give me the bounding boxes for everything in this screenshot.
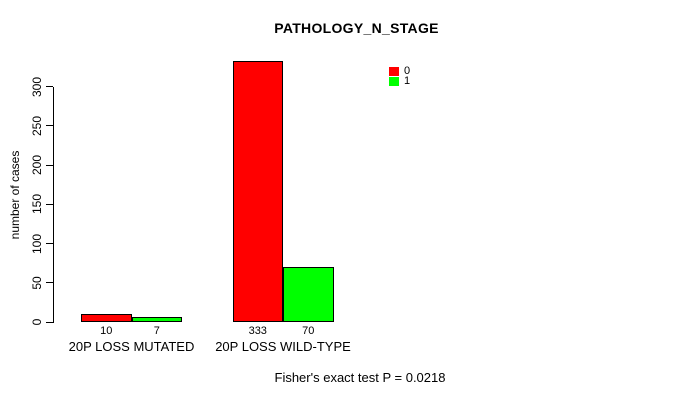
bar-value-label: 333: [248, 325, 267, 337]
y-tick-label: 200: [30, 154, 44, 176]
category-label: 20P LOSS WILD-TYPE: [215, 339, 351, 354]
bar-1: [131, 316, 182, 322]
legend-swatch-green: [389, 76, 399, 86]
legend: 0 1: [389, 65, 411, 87]
bar-1: [283, 267, 334, 322]
y-tick-label: 250: [30, 115, 44, 136]
bar-value-label: 10: [100, 325, 113, 337]
y-tick-label: 300: [30, 76, 44, 97]
annotation-text: Fisher's exact test P = 0.0218: [274, 370, 446, 385]
y-tick-mark: [46, 282, 53, 284]
y-tick-label: 100: [30, 233, 44, 254]
y-tick-mark: [46, 164, 53, 166]
y-tick-mark: [46, 86, 53, 87]
bar-0: [232, 60, 283, 322]
bar-value-label: 7: [153, 325, 160, 337]
y-tick-label: 0: [30, 318, 44, 326]
legend-entry: 0: [389, 65, 411, 77]
chart-title: PATHOLOGY_N_STAGE: [274, 20, 439, 36]
y-tick-label: 150: [30, 194, 44, 215]
y-tick-label: 50: [30, 276, 44, 290]
bar-value-label: 70: [302, 325, 315, 337]
y-tick-mark: [46, 321, 53, 323]
legend-label: 1: [404, 75, 411, 87]
y-axis-line: [53, 86, 54, 323]
legend-swatch-red: [389, 66, 399, 76]
legend-entry: 1: [389, 75, 411, 87]
y-tick-mark: [46, 203, 53, 205]
y-tick-mark: [46, 125, 53, 127]
legend-label: 0: [404, 65, 411, 77]
y-tick-mark: [46, 243, 53, 244]
category-label: 20P LOSS MUTATED: [68, 339, 195, 354]
bar-0: [81, 314, 132, 322]
